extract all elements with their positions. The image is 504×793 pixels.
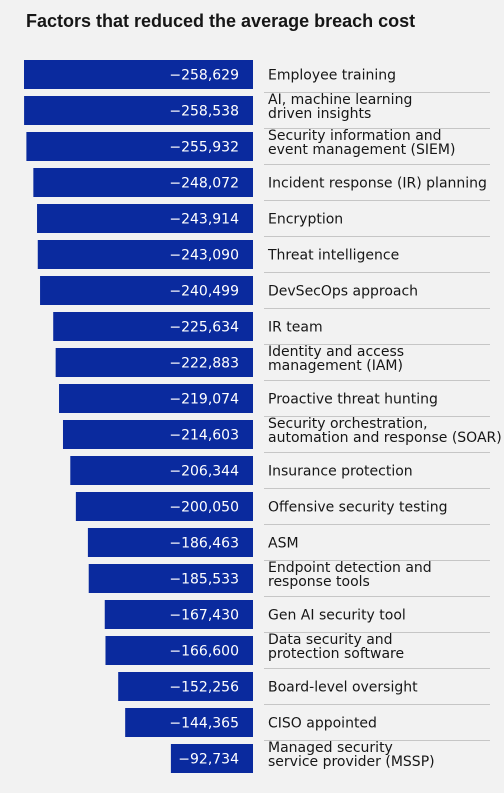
bar-value-label: −214,603	[169, 428, 239, 444]
bar-value-label: −258,538	[169, 104, 239, 120]
category-label: Offensive security testing	[268, 500, 448, 516]
bar-value-label: −185,533	[169, 572, 239, 588]
bar-value-label: −255,932	[169, 140, 239, 156]
bar-16	[105, 636, 253, 665]
bar-14	[88, 564, 254, 593]
bar-value-label: −166,600	[169, 644, 239, 660]
category-label: Gen AI security tool	[268, 608, 406, 624]
category-label: CISO appointed	[268, 716, 377, 732]
bar-value-label: −152,256	[169, 680, 239, 696]
category-label: IR team	[268, 320, 323, 336]
bar-19	[170, 744, 253, 773]
bar-value-label: −240,499	[169, 284, 239, 300]
bar-15	[104, 600, 253, 629]
bar-value-label: −243,914	[169, 212, 239, 228]
category-label: Managed security service provider (MSSP)	[268, 740, 435, 770]
bar-value-label: −225,634	[169, 320, 239, 336]
bar-value-label: −200,050	[169, 500, 239, 516]
bar-value-label: −186,463	[169, 536, 239, 552]
category-label: Identity and access management (IAM)	[268, 344, 404, 374]
bar-value-label: −206,344	[169, 464, 239, 480]
category-label: Proactive threat hunting	[268, 392, 438, 408]
bar-value-label: −167,430	[169, 608, 239, 624]
bar-10	[62, 420, 254, 449]
bar-11	[70, 456, 253, 485]
bar-3	[33, 168, 254, 197]
category-label: Data security and protection software	[268, 632, 404, 662]
bar-12	[75, 492, 253, 521]
bar-value-label: −243,090	[169, 248, 239, 264]
category-label: Encryption	[268, 212, 343, 228]
category-label: ASM	[268, 536, 299, 552]
bar-value-label: −219,074	[169, 392, 239, 408]
category-label: DevSecOps approach	[268, 284, 418, 300]
bar-6	[40, 276, 253, 305]
category-label: Insurance protection	[268, 464, 413, 480]
category-label: Board-level oversight	[268, 680, 418, 696]
category-label: Incident response (IR) planning	[268, 176, 487, 192]
bar-value-label: −258,629	[169, 68, 239, 84]
bar-0	[24, 60, 253, 89]
bar-1	[24, 96, 254, 125]
category-label: AI, machine learning driven insights	[268, 92, 412, 122]
bar-13	[87, 528, 254, 557]
bar-value-label: −92,734	[178, 752, 239, 768]
bar-value-label: −144,365	[169, 716, 239, 732]
category-label: Security information and event management…	[268, 128, 455, 158]
category-label: Employee training	[268, 68, 396, 84]
category-label: Endpoint detection and response tools	[268, 560, 432, 590]
bar-18	[125, 708, 253, 737]
bar-8	[55, 348, 253, 377]
category-label: Threat intelligence	[267, 248, 399, 264]
bar-value-label: −248,072	[169, 176, 239, 192]
category-label: Security orchestration, automation and re…	[268, 416, 502, 446]
bar-9	[59, 384, 253, 413]
bar-4	[37, 204, 254, 233]
bar-17	[118, 672, 253, 701]
bar-5	[37, 240, 254, 269]
bar-7	[53, 312, 254, 341]
bar-2	[26, 132, 253, 161]
chart-title: Factors that reduced the average breach …	[26, 11, 416, 31]
bar-value-label: −222,883	[169, 356, 239, 372]
